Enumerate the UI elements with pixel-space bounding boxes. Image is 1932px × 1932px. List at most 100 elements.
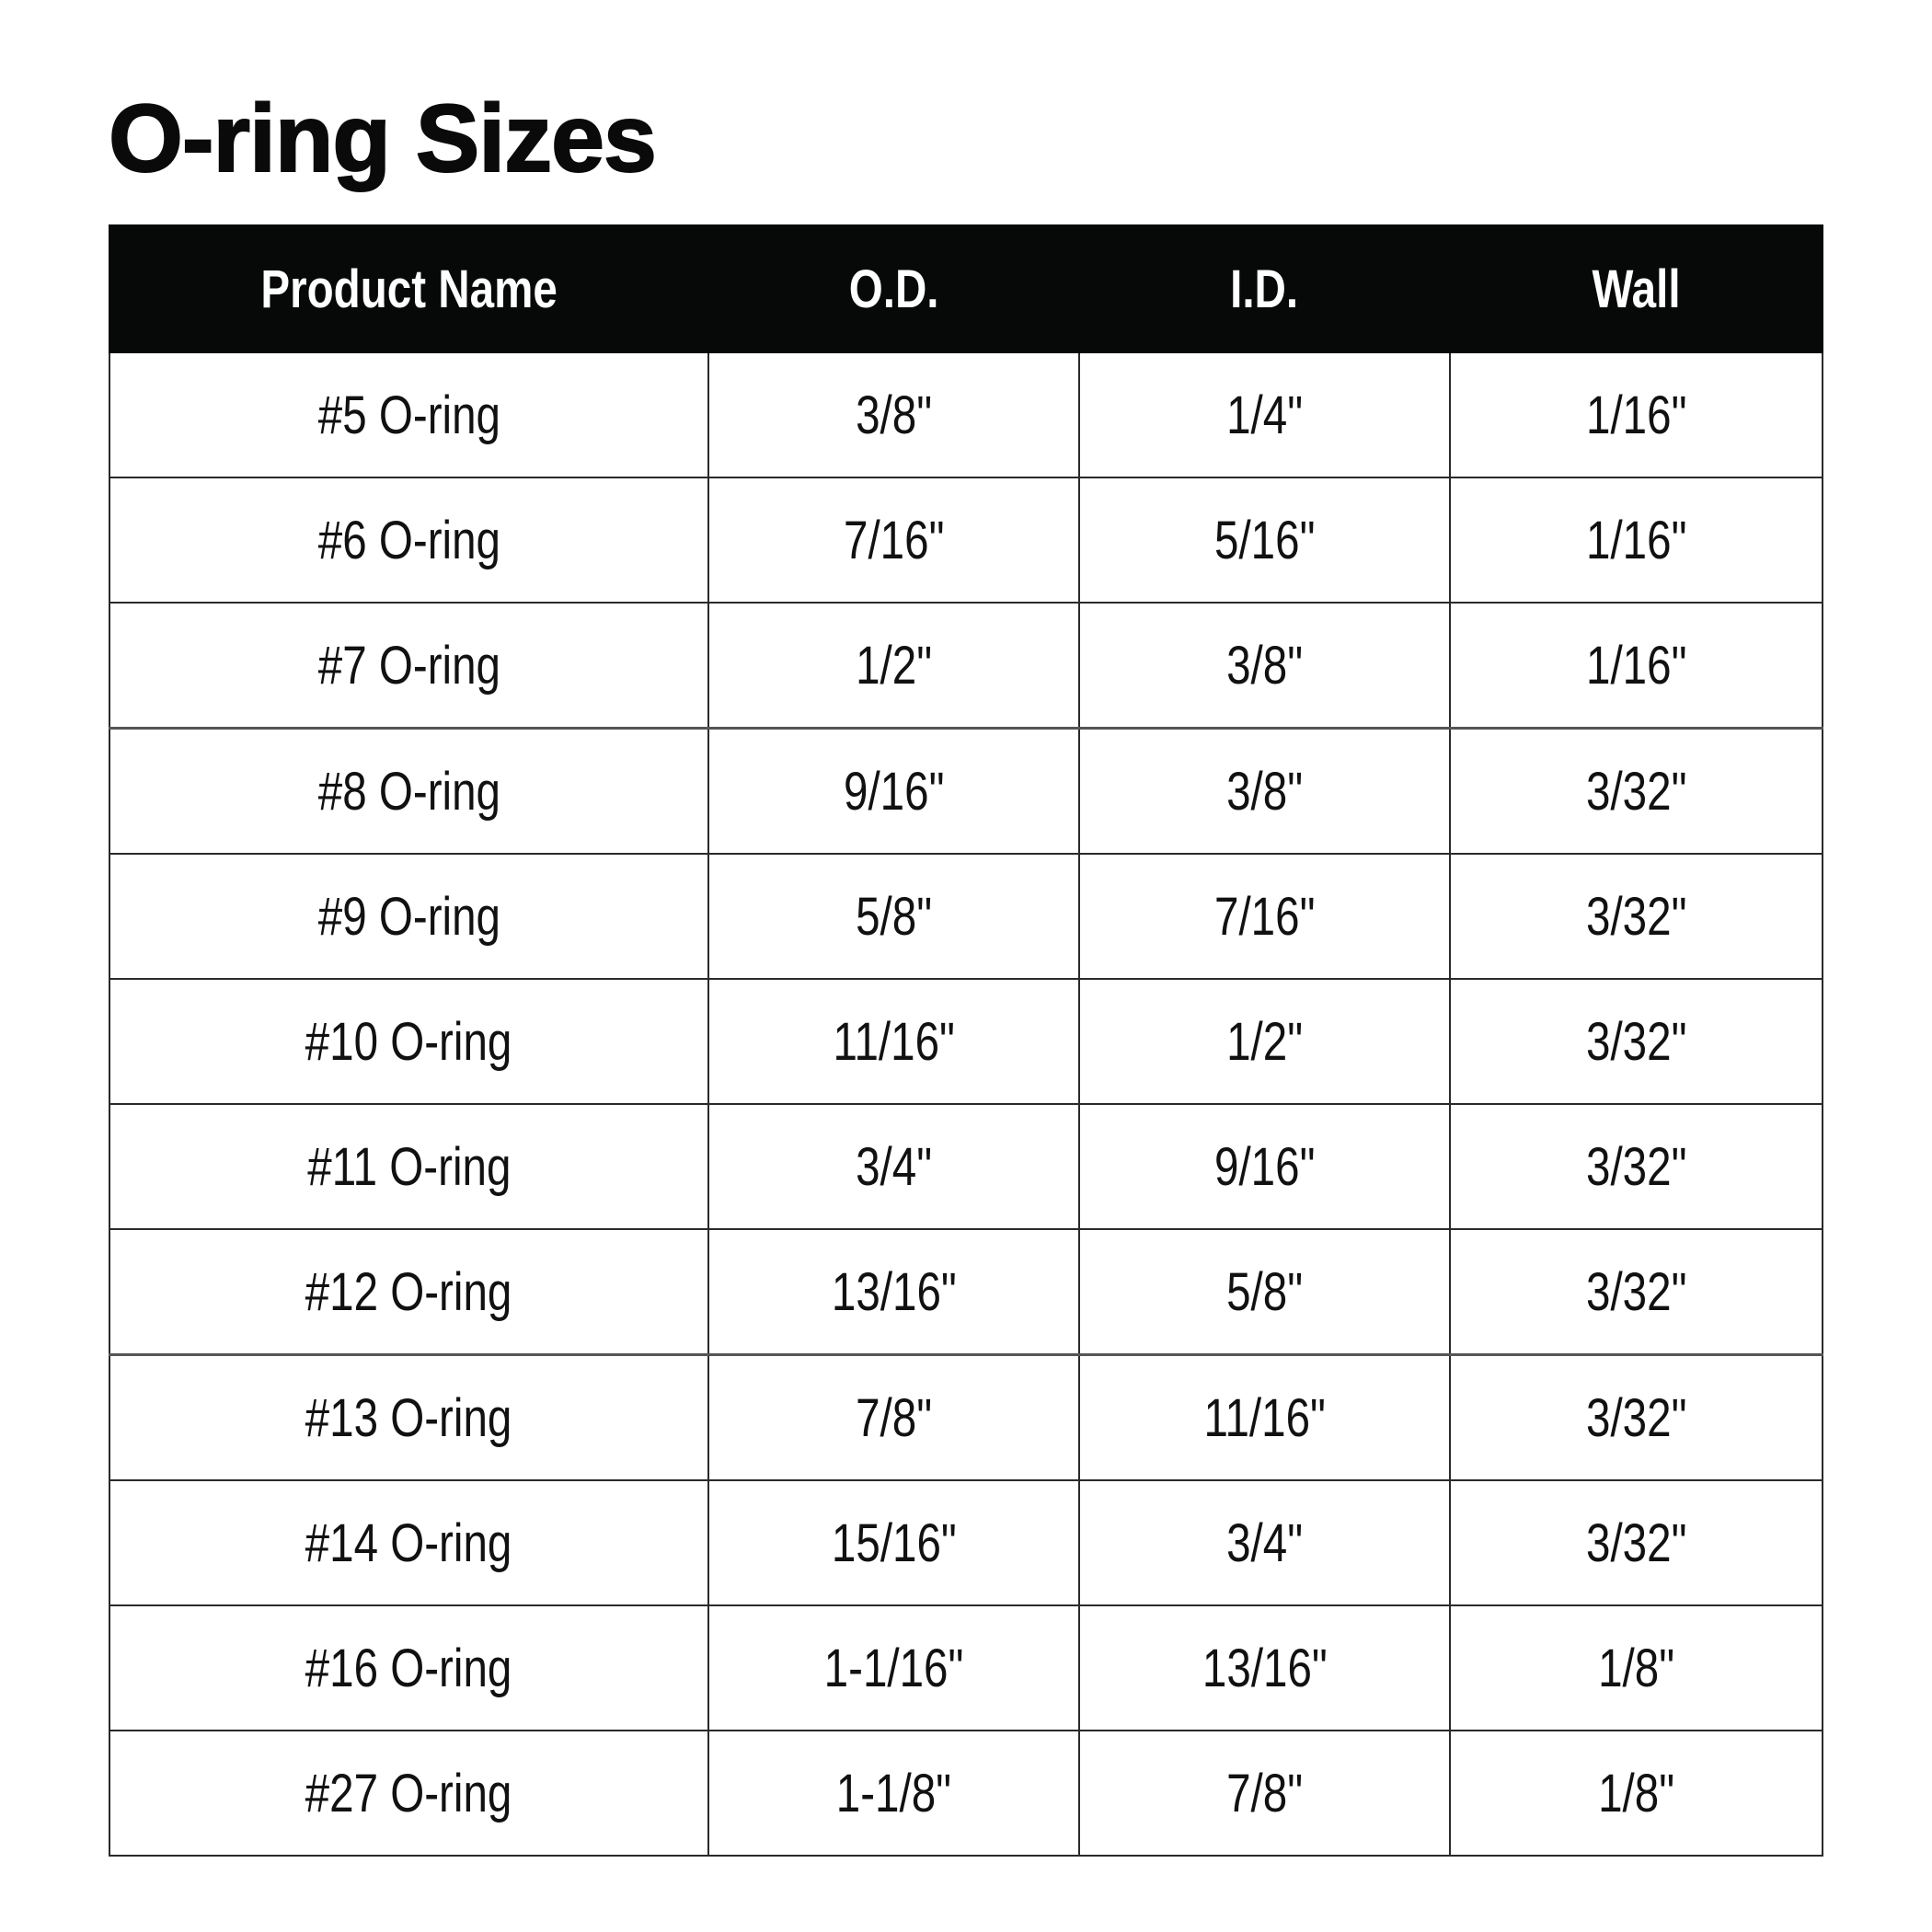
cell-id: 3/8" <box>1078 602 1451 730</box>
cell-text: 3/32" <box>1585 761 1687 822</box>
cell-wall: 3/32" <box>1449 1228 1823 1356</box>
header-od: O.D. <box>707 224 1080 353</box>
cell-product-name: #5 O-ring <box>109 351 709 478</box>
cell-od: 7/8" <box>707 1353 1080 1481</box>
cell-od: 7/16" <box>707 477 1080 604</box>
header-label: I.D. <box>1230 259 1299 319</box>
cell-id: 3/8" <box>1078 727 1451 855</box>
cell-text: 1/8" <box>1598 1638 1674 1698</box>
table-row: #9 O-ring 5/8" 7/16" 3/32" <box>109 853 1823 980</box>
cell-text: #5 O-ring <box>317 385 500 445</box>
cell-id: 1/2" <box>1078 978 1451 1105</box>
table-row: #27 O-ring 1-1/8" 7/8" 1/8" <box>109 1730 1823 1857</box>
cell-text: 5/16" <box>1213 510 1316 570</box>
table-row: #10 O-ring 11/16" 1/2" 3/32" <box>109 978 1823 1105</box>
cell-od: 5/8" <box>707 853 1080 980</box>
table-row: #6 O-ring 7/16" 5/16" 1/16" <box>109 477 1823 604</box>
cell-od: 1/2" <box>707 602 1080 730</box>
cell-od: 3/8" <box>707 351 1080 478</box>
cell-wall: 1/16" <box>1449 477 1823 604</box>
table-row: #5 O-ring 3/8" 1/4" 1/16" <box>109 351 1823 478</box>
cell-text: 7/16" <box>1213 886 1316 947</box>
cell-id: 11/16" <box>1078 1353 1451 1481</box>
cell-id: 1/4" <box>1078 351 1451 478</box>
cell-wall: 1/8" <box>1449 1730 1823 1857</box>
header-label: Wall <box>1592 259 1681 319</box>
cell-od: 3/4" <box>707 1103 1080 1230</box>
cell-text: 1/2" <box>856 635 932 696</box>
cell-wall: 1/8" <box>1449 1604 1823 1731</box>
cell-wall: 1/16" <box>1449 602 1823 730</box>
cell-od: 13/16" <box>707 1228 1080 1356</box>
cell-text: 9/16" <box>1213 1136 1316 1197</box>
header-id: I.D. <box>1078 224 1451 353</box>
cell-text: 11/16" <box>1203 1387 1326 1448</box>
cell-text: 3/4" <box>856 1136 932 1197</box>
cell-product-name: #13 O-ring <box>109 1353 709 1481</box>
table-row: #16 O-ring 1-1/16" 13/16" 1/8" <box>109 1604 1823 1731</box>
cell-id: 5/16" <box>1078 477 1451 604</box>
table-header-row: Product Name O.D. I.D. Wall <box>109 224 1823 353</box>
table-row: #14 O-ring 15/16" 3/4" 3/32" <box>109 1479 1823 1606</box>
cell-text: 15/16" <box>831 1512 957 1573</box>
cell-product-name: #9 O-ring <box>109 853 709 980</box>
cell-text: 3/32" <box>1585 1011 1687 1072</box>
cell-text: 7/8" <box>856 1387 932 1448</box>
cell-text: 5/8" <box>1226 1261 1303 1322</box>
cell-od: 1-1/16" <box>707 1604 1080 1731</box>
cell-text: 3/8" <box>856 385 932 445</box>
cell-text: 7/16" <box>843 510 945 570</box>
cell-id: 3/4" <box>1078 1479 1451 1606</box>
cell-product-name: #27 O-ring <box>109 1730 709 1857</box>
cell-product-name: #6 O-ring <box>109 477 709 604</box>
cell-text: 13/16" <box>1202 1638 1328 1698</box>
header-product-name: Product Name <box>109 224 709 353</box>
cell-text: 1/16" <box>1585 635 1687 696</box>
cell-wall: 3/32" <box>1449 1479 1823 1606</box>
cell-od: 15/16" <box>707 1479 1080 1606</box>
oring-size-table: Product Name O.D. I.D. Wall #5 O-ring 3/8… <box>109 224 1823 1857</box>
cell-text: #9 O-ring <box>317 886 500 947</box>
cell-product-name: #8 O-ring <box>109 727 709 855</box>
cell-od: 1-1/8" <box>707 1730 1080 1857</box>
cell-text: #8 O-ring <box>317 761 500 822</box>
cell-product-name: #14 O-ring <box>109 1479 709 1606</box>
cell-text: 11/16" <box>833 1011 955 1072</box>
cell-text: 3/8" <box>1226 635 1303 696</box>
cell-text: 1/4" <box>1226 385 1303 445</box>
cell-text: #27 O-ring <box>305 1763 512 1823</box>
cell-text: #12 O-ring <box>305 1261 512 1322</box>
header-wall: Wall <box>1449 224 1823 353</box>
cell-product-name: #16 O-ring <box>109 1604 709 1731</box>
cell-text: 3/32" <box>1585 1387 1687 1448</box>
cell-text: 3/8" <box>1226 761 1303 822</box>
cell-text: #6 O-ring <box>317 510 500 570</box>
table-row: #8 O-ring 9/16" 3/8" 3/32" <box>109 727 1823 855</box>
table-row: #11 O-ring 3/4" 9/16" 3/32" <box>109 1103 1823 1230</box>
cell-text: #16 O-ring <box>305 1638 512 1698</box>
cell-text: 13/16" <box>831 1261 957 1322</box>
cell-text: 3/4" <box>1226 1512 1303 1573</box>
header-label: Product Name <box>260 259 558 319</box>
header-label: O.D. <box>848 259 939 319</box>
cell-text: 3/32" <box>1585 1136 1687 1197</box>
cell-text: 1/2" <box>1226 1011 1303 1072</box>
cell-product-name: #11 O-ring <box>109 1103 709 1230</box>
cell-text: 1-1/16" <box>823 1638 964 1698</box>
cell-id: 7/16" <box>1078 853 1451 980</box>
cell-text: 5/8" <box>856 886 932 947</box>
cell-id: 13/16" <box>1078 1604 1451 1731</box>
cell-id: 9/16" <box>1078 1103 1451 1230</box>
cell-wall: 3/32" <box>1449 1103 1823 1230</box>
cell-text: 1/16" <box>1585 510 1687 570</box>
cell-product-name: #10 O-ring <box>109 978 709 1105</box>
cell-text: 3/32" <box>1585 1261 1687 1322</box>
cell-id: 5/8" <box>1078 1228 1451 1356</box>
cell-text: #13 O-ring <box>305 1387 512 1448</box>
cell-wall: 3/32" <box>1449 727 1823 855</box>
cell-id: 7/8" <box>1078 1730 1451 1857</box>
cell-wall: 3/32" <box>1449 1353 1823 1481</box>
cell-wall: 3/32" <box>1449 978 1823 1105</box>
cell-text: 1/16" <box>1585 385 1687 445</box>
cell-wall: 3/32" <box>1449 853 1823 980</box>
